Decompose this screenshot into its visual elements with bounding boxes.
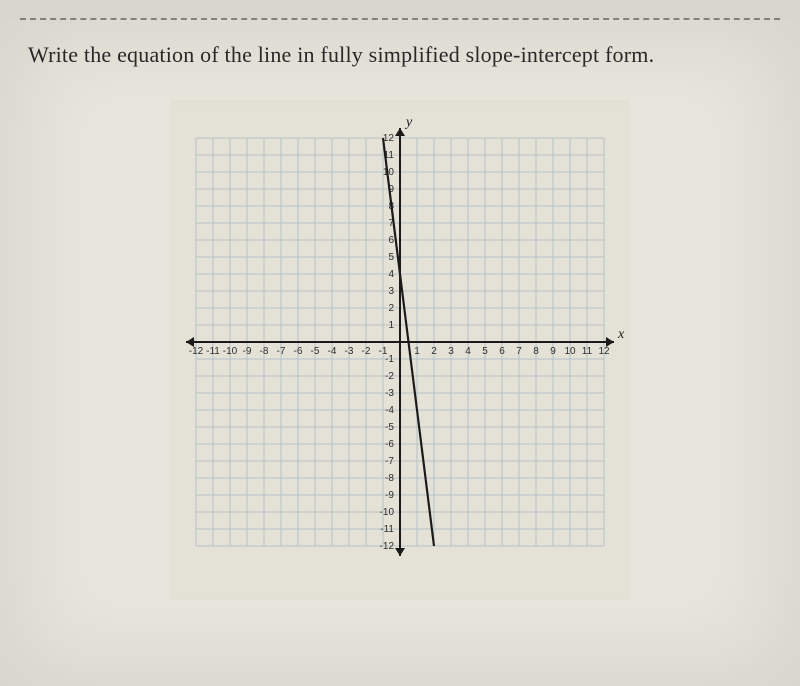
svg-text:-3: -3 [385, 388, 394, 399]
svg-text:7: 7 [516, 346, 522, 357]
svg-text:-9: -9 [385, 490, 394, 501]
svg-text:1: 1 [388, 320, 394, 331]
svg-text:4: 4 [465, 346, 471, 357]
svg-text:8: 8 [533, 346, 539, 357]
svg-text:-11: -11 [206, 346, 220, 357]
svg-text:2: 2 [431, 346, 437, 357]
svg-text:6: 6 [499, 346, 505, 357]
svg-text:-10: -10 [380, 507, 395, 518]
svg-text:-2: -2 [362, 346, 371, 357]
svg-text:-5: -5 [385, 422, 394, 433]
svg-text:-1: -1 [385, 354, 394, 365]
graph-svg: yx-12-11-10-9-8-7-6-5-4-3-2-112345678910… [170, 100, 630, 600]
svg-text:5: 5 [482, 346, 488, 357]
svg-text:-8: -8 [385, 473, 394, 484]
worksheet-page: Write the equation of the line in fully … [0, 18, 800, 686]
svg-text:3: 3 [388, 286, 394, 297]
svg-text:3: 3 [448, 346, 454, 357]
svg-text:-10: -10 [223, 346, 238, 357]
svg-text:-4: -4 [385, 405, 394, 416]
svg-text:2: 2 [388, 303, 394, 314]
svg-text:-2: -2 [385, 371, 394, 382]
svg-text:-11: -11 [380, 524, 394, 535]
svg-text:-12: -12 [380, 541, 395, 552]
svg-text:y: y [404, 115, 413, 130]
svg-text:11: 11 [582, 346, 593, 357]
svg-text:-5: -5 [311, 346, 320, 357]
svg-text:12: 12 [598, 346, 610, 357]
svg-text:1: 1 [414, 346, 420, 357]
svg-text:-3: -3 [345, 346, 354, 357]
svg-text:-8: -8 [260, 346, 269, 357]
svg-text:4: 4 [388, 269, 394, 280]
svg-text:-9: -9 [243, 346, 252, 357]
svg-text:5: 5 [388, 252, 394, 263]
svg-text:-6: -6 [385, 439, 394, 450]
svg-text:10: 10 [564, 346, 576, 357]
svg-text:-7: -7 [385, 456, 394, 467]
svg-text:x: x [617, 327, 625, 342]
svg-text:-12: -12 [189, 346, 204, 357]
coordinate-graph: yx-12-11-10-9-8-7-6-5-4-3-2-112345678910… [170, 100, 630, 600]
svg-text:9: 9 [550, 346, 556, 357]
svg-text:6: 6 [388, 235, 394, 246]
question-prompt: Write the equation of the line in fully … [0, 20, 800, 82]
svg-text:-7: -7 [277, 346, 286, 357]
svg-text:-4: -4 [328, 346, 337, 357]
svg-text:-6: -6 [294, 346, 303, 357]
